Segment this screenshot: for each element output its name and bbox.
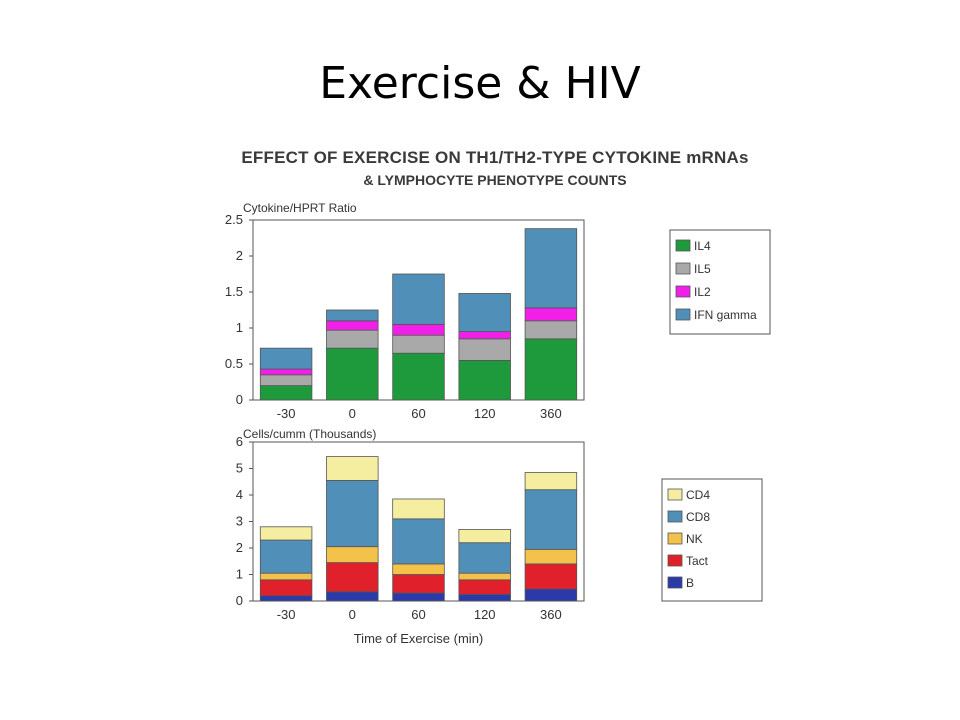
cytokine-legend-swatch	[675, 308, 691, 321]
cells-bar-cd8	[392, 518, 445, 565]
cells-bar-cd4	[524, 472, 578, 491]
figure-panel: EFFECT OF EXERCISE ON TH1/TH2-TYPE CYTOK…	[170, 140, 820, 665]
cells-legend-swatch	[667, 554, 683, 567]
cells-bar-nk	[392, 563, 445, 575]
cells-y-tick-label: 1	[236, 567, 243, 582]
cytokine-legend-label: IFN gamma	[694, 308, 757, 322]
cytokine-y-axis-label: Cytokine/HPRT Ratio	[243, 201, 357, 215]
cytokine-bar-il5	[259, 374, 313, 387]
cytokine-legend-swatch	[675, 239, 691, 252]
cytokine-legend-swatch	[675, 262, 691, 275]
cytokine-legend-label: IL2	[694, 285, 711, 299]
cells-x-tick-label: 360	[540, 607, 562, 622]
cells-bar-b	[259, 595, 313, 602]
cells-legend-label: CD8	[686, 510, 710, 524]
cells-legend-label: B	[686, 576, 694, 590]
cells-bar-cd4	[392, 498, 445, 520]
cells-y-tick-label: 0	[236, 593, 243, 608]
cells-bar-cd8	[326, 480, 379, 548]
cytokine-bar-il2	[524, 307, 578, 322]
cytokine-y-tick-label: 2	[236, 248, 243, 263]
cells-bar-nk	[326, 546, 379, 563]
cytokine-bar-il5	[392, 334, 445, 354]
cells-bar-tact	[392, 574, 445, 594]
cytokine-y-tick-label: 2.5	[225, 212, 243, 227]
cytokine-x-tick-label: 120	[474, 406, 496, 421]
cells-bar-cd8	[259, 539, 313, 574]
cells-x-tick-label: 0	[349, 607, 356, 622]
cytokine-legend-label: IL5	[694, 262, 711, 276]
cells-y-axis-label: Cells/cumm (Thousands)	[243, 427, 376, 441]
cytokine-x-tick-label: 360	[540, 406, 562, 421]
cells-legend-label: CD4	[686, 488, 710, 502]
cells-bar-nk	[458, 572, 511, 581]
cytokine-bar-il4	[326, 347, 379, 401]
cytokine-bar-il2	[326, 320, 379, 331]
cells-bar-tact	[259, 579, 313, 597]
cells-bar-b	[326, 591, 379, 602]
cytokine-bar-ifn-gamma	[524, 228, 578, 309]
cells-legend-swatch	[667, 510, 683, 523]
cytokine-legend-label: IL4	[694, 239, 711, 253]
cells-y-tick-label: 4	[236, 487, 243, 502]
cells-bar-b	[458, 593, 511, 602]
cells-bar-tact	[458, 579, 511, 595]
cells-bar-cd8	[524, 489, 578, 550]
cytokine-bar-il5	[524, 320, 578, 340]
cytokine-bar-il2	[458, 331, 511, 340]
cytokine-bar-ifn-gamma	[458, 293, 511, 333]
cytokine-bar-ifn-gamma	[392, 273, 445, 325]
cells-bar-cd8	[458, 542, 511, 574]
cells-legend-swatch	[667, 576, 683, 589]
cells-y-tick-label: 2	[236, 540, 243, 555]
cytokine-y-tick-label: 0	[236, 392, 243, 407]
cells-bar-cd4	[259, 526, 313, 541]
cells-bar-cd4	[326, 456, 379, 481]
cells-legend-swatch	[667, 532, 683, 545]
cells-bar-tact	[524, 563, 578, 590]
cells-x-axis-label: Time of Exercise (min)	[354, 631, 484, 646]
cells-bar-b	[524, 588, 578, 602]
slide-title: Exercise & HIV	[319, 58, 641, 109]
cytokine-bar-il4	[259, 385, 313, 401]
cytokine-x-tick-label: -30	[277, 406, 296, 421]
cells-x-tick-label: -30	[277, 607, 296, 622]
cells-y-tick-label: 6	[236, 434, 243, 449]
cells-bar-nk	[524, 548, 578, 565]
cytokine-y-tick-label: 1	[236, 320, 243, 335]
cytokine-bar-il2	[392, 323, 445, 336]
cytokine-bar-il5	[458, 338, 511, 361]
cytokine-y-tick-label: 0.5	[225, 356, 243, 371]
figure-title-line1: EFFECT OF EXERCISE ON TH1/TH2-TYPE CYTOK…	[241, 148, 749, 167]
cells-bar-cd4	[458, 529, 511, 544]
cytokine-bar-il4	[392, 352, 445, 401]
cytokine-x-tick-label: 0	[349, 406, 356, 421]
cytokine-bar-il5	[326, 329, 379, 349]
cells-legend-label: NK	[686, 532, 703, 546]
cytokine-bar-il4	[524, 338, 578, 401]
figure-title-line2: & LYMPHOCYTE PHENOTYPE COUNTS	[363, 172, 627, 188]
cytokine-bar-ifn-gamma	[259, 347, 313, 370]
cells-x-tick-label: 60	[411, 607, 425, 622]
cells-y-tick-label: 5	[236, 461, 243, 476]
cytokine-bar-il2	[259, 368, 313, 376]
cytokine-bar-il4	[458, 359, 511, 401]
cells-bar-b	[392, 592, 445, 602]
cytokine-x-tick-label: 60	[411, 406, 425, 421]
cells-legend-swatch	[667, 488, 683, 501]
cells-y-tick-label: 3	[236, 514, 243, 529]
cytokine-bar-ifn-gamma	[326, 309, 379, 322]
cytokine-y-tick-label: 1.5	[225, 284, 243, 299]
cytokine-legend-swatch	[675, 285, 691, 298]
cells-legend-label: Tact	[686, 554, 709, 568]
cells-bar-nk	[259, 572, 313, 581]
cells-bar-tact	[326, 562, 379, 593]
cells-x-tick-label: 120	[474, 607, 496, 622]
